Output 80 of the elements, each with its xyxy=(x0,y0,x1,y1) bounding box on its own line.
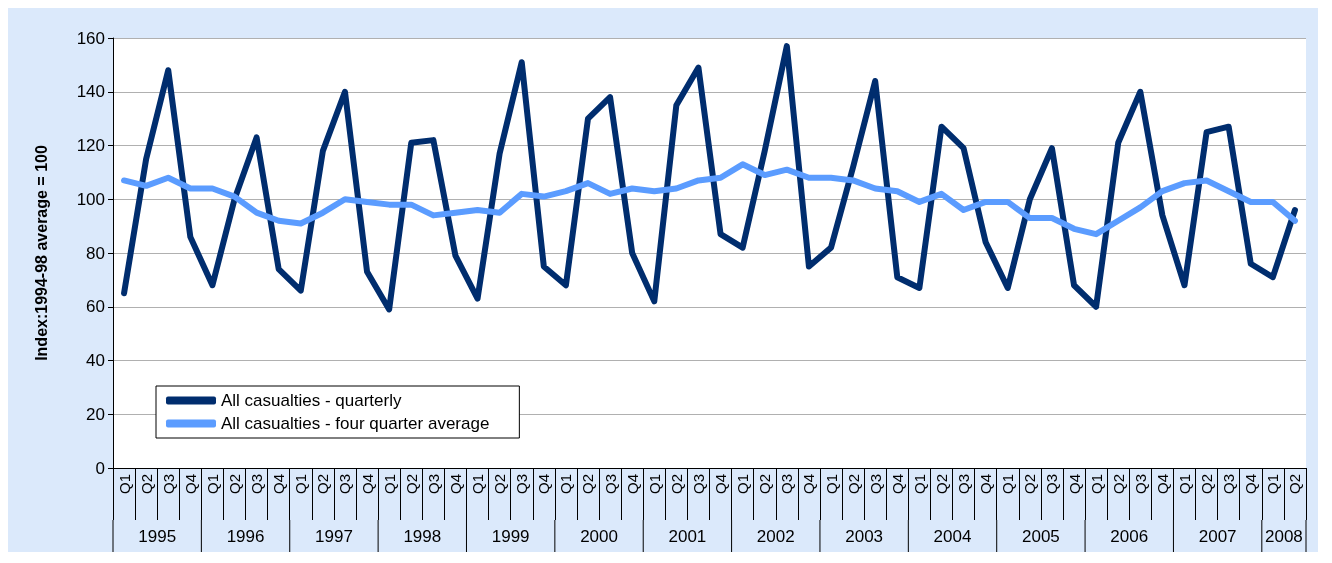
x-tick-label: Q2 xyxy=(1286,474,1304,495)
y-tick-label: 80 xyxy=(86,243,105,263)
text: 2005 xyxy=(1021,526,1060,546)
x-tick-label: Q1 xyxy=(1175,474,1193,495)
x-tick-label: Q1 xyxy=(203,474,221,495)
x-tick-label: Q1 xyxy=(557,474,575,495)
x-tick-label: Q1 xyxy=(380,474,398,495)
x-tick-label: Q3 xyxy=(778,474,796,495)
x-tick-label: Q4 xyxy=(800,474,818,495)
text: 1995 xyxy=(138,526,177,546)
text: 1998 xyxy=(403,526,442,546)
x-tick-label: Q4 xyxy=(888,474,906,495)
x-tick-label: Q1 xyxy=(1264,474,1282,495)
x-tick-label: Q2 xyxy=(1109,474,1127,495)
text: 2001 xyxy=(668,526,707,546)
x-tick-label: Q4 xyxy=(1153,474,1171,495)
x-tick-label: Q4 xyxy=(181,474,199,495)
text: 2007 xyxy=(1198,526,1237,546)
x-tick-label: Q4 xyxy=(358,474,376,495)
x-tick-label: Q3 xyxy=(1043,474,1061,495)
x-tick-label: Q2 xyxy=(844,474,862,495)
y-tick-label: 100 xyxy=(76,189,105,209)
y-tick-label: 40 xyxy=(86,351,105,370)
x-tick-label: Q3 xyxy=(955,474,973,495)
y-tick-label: 140 xyxy=(76,82,105,102)
x-tick-label: Q1 xyxy=(999,474,1017,495)
x-tick-label: Q3 xyxy=(424,474,442,495)
x-tick-label: Q1 xyxy=(1087,474,1105,495)
x-tick-label: Q4 xyxy=(712,474,730,495)
x-tick-label: Q4 xyxy=(1065,474,1083,495)
x-tick-label: Q3 xyxy=(1220,474,1238,495)
x-tick-label: Q1 xyxy=(734,474,752,495)
x-tick-label: Q2 xyxy=(137,474,155,495)
x-tick-label: Q3 xyxy=(689,474,707,495)
x-tick-label: Q4 xyxy=(446,474,464,495)
x-tick-label: Q2 xyxy=(226,474,244,495)
x-tick-label: Q3 xyxy=(159,474,177,495)
x-tick-label: Q4 xyxy=(623,474,641,495)
x-tick-label: Q1 xyxy=(645,474,663,495)
y-tick-label: 160 xyxy=(76,28,105,48)
x-tick-label: Q3 xyxy=(1131,474,1149,495)
x-tick-label: Q3 xyxy=(866,474,884,495)
x-tick-label: Q4 xyxy=(1242,474,1260,495)
x-tick-label: Q3 xyxy=(513,474,531,495)
text: 2006 xyxy=(1110,526,1149,546)
x-tick-label: Q3 xyxy=(248,474,266,495)
x-tick-label: Q4 xyxy=(270,474,288,495)
text: 1997 xyxy=(315,526,353,546)
x-tick-label: Q2 xyxy=(1198,474,1216,495)
legend-label: All casualties - quarterly xyxy=(221,391,402,410)
text: 2008 xyxy=(1264,526,1303,546)
legend-label: All casualties - four quarter average xyxy=(221,414,490,433)
x-tick-label: Q2 xyxy=(402,474,420,495)
x-tick-label: Q4 xyxy=(977,474,995,495)
text: 1996 xyxy=(226,526,265,546)
x-tick-label: Q1 xyxy=(292,474,310,495)
x-tick-label: Q3 xyxy=(336,474,354,495)
text: 2004 xyxy=(933,526,972,546)
x-tick-label: Q2 xyxy=(314,474,332,495)
x-tick-label: Q2 xyxy=(667,474,685,495)
y-tick-label: 120 xyxy=(76,136,105,155)
x-tick-label: Q3 xyxy=(601,474,619,495)
x-tick-label: Q2 xyxy=(756,474,774,495)
y-tick-label: 60 xyxy=(86,297,105,317)
text: 2003 xyxy=(845,526,884,546)
x-tick-label: Q1 xyxy=(115,474,133,495)
text: 2000 xyxy=(580,526,618,546)
text: 1999 xyxy=(491,526,530,546)
x-tick-label: Q4 xyxy=(535,474,553,495)
x-tick-label: Q2 xyxy=(491,474,509,495)
y-axis-title: Index:1994-98 average = 100 xyxy=(32,145,50,361)
y-tick-label: 0 xyxy=(95,458,105,478)
x-tick-label: Q1 xyxy=(822,474,840,495)
y-tick-label: 20 xyxy=(86,404,105,424)
x-tick-label: Q2 xyxy=(932,474,950,495)
x-tick-label: Q1 xyxy=(469,474,487,495)
x-tick-label: Q2 xyxy=(579,474,597,495)
x-tick-label: Q2 xyxy=(1021,474,1039,495)
text: 2002 xyxy=(756,526,795,546)
x-tick-label: Q1 xyxy=(910,474,928,495)
